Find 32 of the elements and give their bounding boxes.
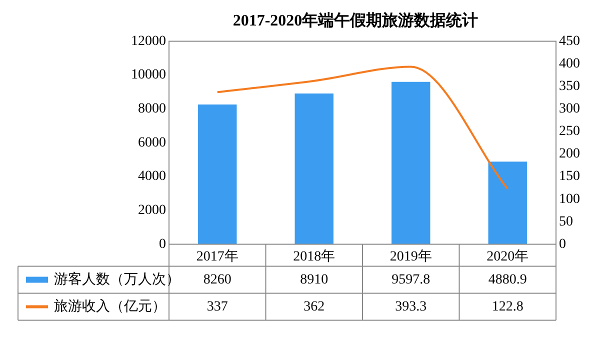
y2-tick-label: 100: [559, 192, 580, 207]
data-label: 8260: [203, 272, 232, 288]
y-tick-label: 2000: [138, 203, 166, 218]
y-tick-label: 6000: [138, 135, 166, 150]
y-tick-label: 0: [159, 236, 166, 252]
legend-label: 游客人数（万人次）: [54, 271, 180, 288]
y2-tick-label: 300: [559, 102, 580, 117]
data-label: 8910: [300, 272, 328, 288]
x-tick-label: 2017年: [196, 248, 238, 264]
y2-tick-label: 200: [559, 146, 580, 162]
chart-title: 2017-2020年端午假期旅游数据统计: [232, 12, 478, 30]
y2-tick-label: 400: [559, 56, 580, 72]
x-tick-label: 2019年: [390, 248, 432, 264]
y2-tick-label: 50: [559, 214, 573, 230]
x-tick-label: 2020年: [486, 248, 529, 264]
legend-label: 旅游收入（亿元）: [54, 298, 166, 314]
y2-tick-label: 0: [559, 236, 566, 252]
y2-tick-label: 250: [559, 124, 580, 140]
y-tick-label: 8000: [138, 102, 166, 117]
y-tick-label: 10000: [131, 68, 166, 83]
y-tick-label: 12000: [131, 34, 166, 49]
y-tick-label: 4000: [138, 169, 166, 184]
data-label: 122.8: [492, 299, 524, 314]
data-label: 9597.8: [392, 272, 430, 288]
y2-tick-label: 150: [559, 169, 580, 184]
data-label: 393.3: [395, 299, 427, 314]
data-label: 337: [206, 299, 228, 314]
x-tick-label: 2018年: [293, 248, 336, 264]
y2-tick-label: 450: [559, 34, 580, 49]
y2-tick-label: 350: [559, 78, 580, 94]
data-label: 4880.9: [488, 272, 527, 288]
data-label: 362: [304, 299, 325, 314]
